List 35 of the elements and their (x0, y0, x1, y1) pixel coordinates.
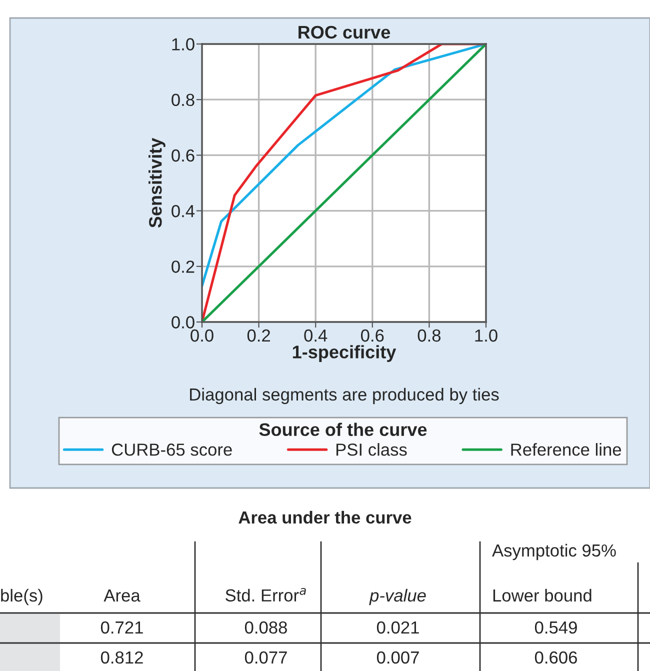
text: 0.549 (534, 621, 577, 634)
y-tick-label: 0.0 (172, 316, 194, 328)
text: ble(s) (1, 588, 42, 606)
text: 0.021 (376, 621, 419, 634)
legend-label: CURB-65 score (112, 444, 232, 456)
text: Asymptotic 95% (492, 544, 616, 560)
x-tick-label: 1.0 (475, 329, 498, 342)
text: 0.721 (100, 621, 143, 634)
text: Lower bound (493, 588, 592, 602)
y-axis-title: Sensitivity (148, 138, 166, 228)
y-tick-label: 0.8 (172, 94, 194, 106)
text: Area under the curve (238, 510, 412, 524)
y-tick-label: 1.0 (172, 38, 194, 50)
chart-title: ROC curve (298, 26, 390, 39)
text: Std. Error$^{a}$ (226, 588, 306, 602)
text: 0.088 (244, 621, 287, 634)
text: 0.812 (100, 651, 143, 664)
x-tick-label: 0.4 (304, 329, 328, 342)
x-tick-label: 0.0 (190, 329, 214, 342)
text: 0.606 (534, 651, 577, 664)
y-tick-label: 0.4 (172, 204, 195, 218)
x-tick-label: 0.6 (361, 329, 384, 342)
text: 0.007 (376, 651, 419, 664)
x-tick-label: 0.8 (418, 329, 441, 342)
y-tick-label: 0.6 (172, 149, 194, 162)
text: 0.077 (244, 651, 287, 664)
legend-label: PSI class (336, 443, 407, 456)
legend-label: Reference line (511, 443, 622, 456)
x-axis-title: 1-specificity (292, 345, 396, 362)
legend-title: Source of the curve (259, 422, 427, 436)
text: p-value (369, 588, 426, 606)
text: Area (104, 590, 140, 602)
x-tick-label: 0.2 (247, 329, 270, 342)
text: Diagonal segments are produced by ties (190, 388, 499, 404)
y-tick-label: 0.2 (172, 260, 194, 273)
